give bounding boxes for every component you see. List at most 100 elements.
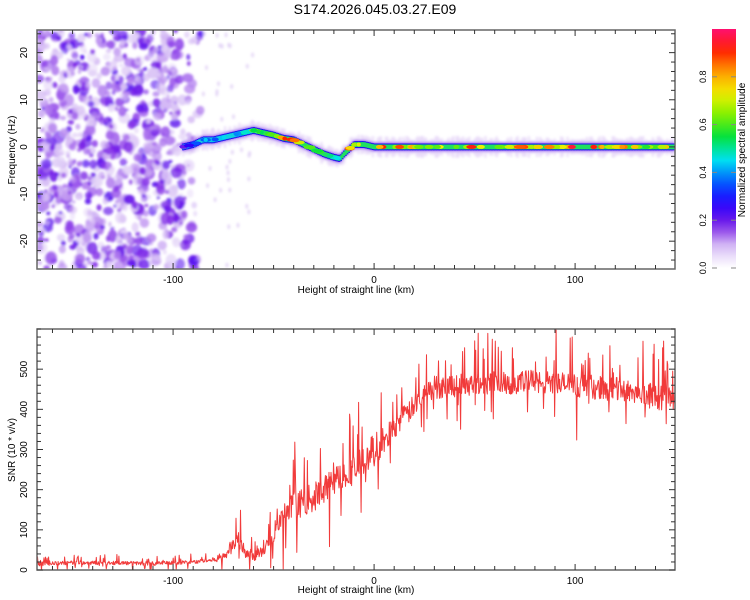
noise-blob <box>106 40 116 50</box>
y-tick-label: 10 <box>19 94 30 106</box>
noise-blob <box>41 106 45 111</box>
noise-blob <box>37 109 46 118</box>
noise-blob <box>169 119 181 128</box>
track-core <box>449 144 452 150</box>
snr-x-label: Height of straight line (km) <box>298 585 415 596</box>
noise-blob <box>151 141 157 146</box>
noise-blob <box>40 127 45 133</box>
track-core <box>387 144 391 150</box>
noise-blob <box>66 44 73 51</box>
noise-blob <box>178 221 183 226</box>
y-tick-label: 100 <box>19 521 30 538</box>
spectrogram-y-ticks: -20 -10 0 10 20 <box>19 33 675 261</box>
noise-blob <box>186 188 194 198</box>
track-peak <box>234 132 239 137</box>
track-peak <box>311 148 324 153</box>
track-peak <box>611 144 621 149</box>
x-tick-label: -100 <box>163 275 183 286</box>
noise-blob <box>173 195 186 209</box>
noise-blob <box>144 203 149 208</box>
noise-blob <box>37 236 45 244</box>
noise-blob <box>150 61 160 69</box>
noise-blob <box>40 158 53 169</box>
noise-blob <box>108 196 114 201</box>
noise-blob <box>115 212 125 224</box>
track-core <box>580 144 584 150</box>
track-core <box>588 144 592 150</box>
noise-blob <box>153 203 160 210</box>
noise-blob <box>160 30 167 35</box>
noise-blob <box>143 73 150 82</box>
track-peak <box>303 145 316 150</box>
noise-blob <box>120 93 128 101</box>
noise-blob <box>121 203 129 212</box>
track-core <box>344 150 347 155</box>
noise-blob <box>78 141 86 151</box>
noise-blob <box>120 66 131 76</box>
noise-blob <box>143 89 149 95</box>
noise-blob <box>251 52 255 58</box>
track-core <box>423 144 426 150</box>
noise-blob <box>218 43 222 49</box>
track-core <box>341 153 344 159</box>
noise-blob <box>86 241 98 255</box>
noise-blob <box>71 50 79 60</box>
track-core <box>576 144 579 150</box>
track-core <box>584 144 587 150</box>
noise-blob <box>88 153 94 158</box>
noise-blob <box>245 63 249 69</box>
track-core <box>323 151 326 157</box>
track-core <box>577 144 580 150</box>
noise-blob <box>108 124 114 129</box>
noise-blob <box>224 32 228 38</box>
noise-blob <box>175 258 185 269</box>
x-tick-label: -100 <box>163 576 183 587</box>
noise-blob <box>174 38 184 51</box>
noise-blob <box>122 133 130 141</box>
track-core <box>597 144 600 150</box>
noise-blob <box>51 184 58 191</box>
noise-blob <box>68 142 77 151</box>
noise-blob <box>66 224 72 232</box>
noise-blob <box>148 50 159 62</box>
noise-blob <box>126 33 138 44</box>
track-core <box>363 142 367 148</box>
noise-blob <box>102 197 109 205</box>
colorbar-label: Normalized spectral amplitude <box>737 82 748 217</box>
track-core <box>228 133 231 139</box>
track-peak <box>414 144 424 149</box>
noise-blob <box>104 118 109 123</box>
noise-blob <box>181 73 194 83</box>
track-peak <box>657 144 667 149</box>
noise-blob <box>115 170 126 181</box>
noise-blob <box>123 141 134 153</box>
noise-blob <box>220 116 224 122</box>
noise-blob <box>71 132 79 138</box>
noise-blob <box>43 79 54 91</box>
spectrogram-y-label: Frequency (Hz) <box>7 116 18 185</box>
noise-blob <box>84 221 95 232</box>
noise-blob <box>225 164 229 170</box>
noise-blob <box>68 109 74 115</box>
track-peak <box>466 144 477 149</box>
noise-blob <box>216 81 220 87</box>
x-tick-label: 100 <box>567 576 584 587</box>
noise-blob <box>80 54 85 60</box>
track-core <box>217 136 220 142</box>
snr-x-ticks: -100 0 100 <box>51 329 657 587</box>
noise-blob <box>107 104 115 113</box>
track-core <box>199 138 203 144</box>
noise-blob <box>46 211 51 216</box>
noise-blobs <box>37 30 255 269</box>
noise-blob <box>108 30 120 36</box>
noise-blob <box>84 191 93 200</box>
noise-blob <box>155 160 161 166</box>
noise-blob <box>108 221 112 227</box>
noise-blob <box>154 99 159 105</box>
noise-blob <box>38 230 45 237</box>
noise-blob <box>77 69 82 74</box>
noise-blob <box>139 218 150 228</box>
noise-blob <box>84 198 92 205</box>
track-core <box>486 144 489 150</box>
noise-blob <box>202 31 206 37</box>
